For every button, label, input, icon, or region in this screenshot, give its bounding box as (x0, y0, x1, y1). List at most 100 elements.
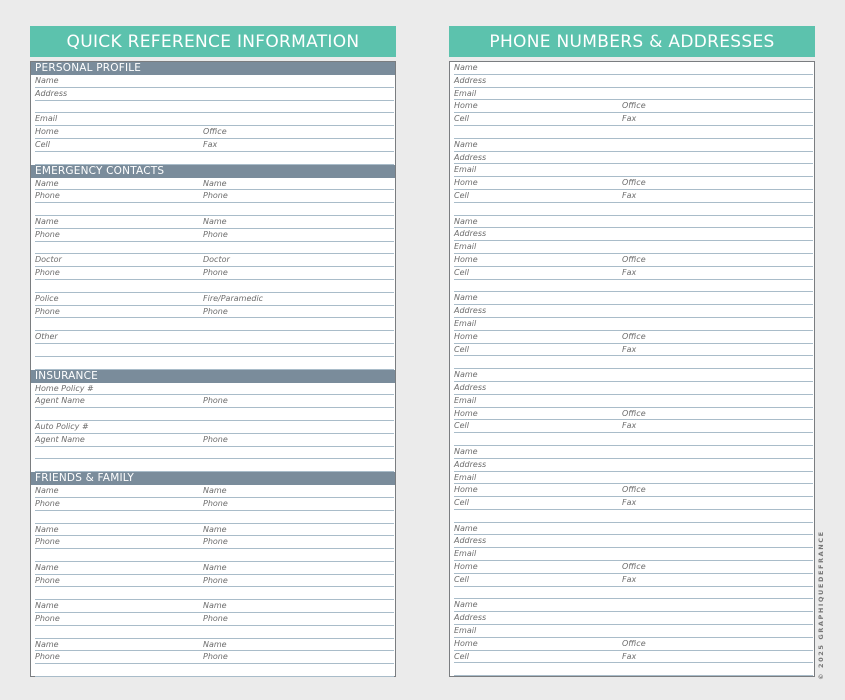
form-line[interactable]: Home Office (454, 100, 813, 114)
form-line[interactable] (35, 357, 394, 370)
form-line[interactable]: Name Name (35, 524, 394, 537)
form-line[interactable] (35, 626, 394, 639)
form-line[interactable]: Address (454, 228, 813, 242)
form-line[interactable]: Cell Fax (454, 344, 813, 357)
form-line[interactable]: Cell Fax (454, 190, 813, 203)
form-line[interactable] (35, 459, 394, 473)
form-line[interactable]: Phone Phone (35, 306, 394, 319)
form-line[interactable]: Email (454, 241, 813, 254)
form-line[interactable] (454, 587, 813, 600)
form-line[interactable]: Phone Phone (35, 575, 394, 588)
form-line[interactable] (35, 344, 394, 357)
form-line[interactable] (454, 433, 813, 446)
form-line[interactable] (35, 152, 394, 165)
form-line[interactable]: Cell Fax (454, 497, 813, 510)
form-line[interactable] (454, 203, 813, 216)
form-line[interactable]: Other (35, 331, 394, 344)
form-line[interactable]: Name (454, 523, 813, 536)
form-line[interactable] (35, 511, 394, 524)
form-line[interactable]: Phone Phone (35, 613, 394, 626)
form-line[interactable]: Name (454, 139, 813, 152)
form-line[interactable]: Name (454, 62, 813, 75)
form-line[interactable]: Address (35, 88, 394, 101)
form-line[interactable]: Address (454, 75, 813, 88)
form-line[interactable]: Name (454, 599, 813, 613)
form-line[interactable]: Name Name (35, 485, 394, 498)
form-line[interactable]: Email (35, 113, 394, 127)
form-line[interactable]: Name Name (35, 600, 394, 614)
form-line[interactable]: Email (454, 548, 813, 562)
form-line[interactable]: Home Office (454, 177, 813, 190)
form-line[interactable]: Email (454, 625, 813, 638)
form-line[interactable]: Phone Phone (35, 229, 394, 242)
form-line[interactable] (35, 447, 394, 460)
field-label: Email (454, 318, 477, 328)
form-line[interactable]: Name (454, 216, 813, 229)
form-line[interactable] (35, 280, 394, 293)
form-line[interactable]: Doctor Doctor (35, 254, 394, 268)
form-line[interactable] (454, 356, 813, 370)
form-line[interactable]: Name Name (35, 562, 394, 575)
form-line[interactable] (454, 663, 813, 677)
form-line[interactable] (35, 203, 394, 216)
form-line[interactable]: Home Office (454, 254, 813, 267)
form-line[interactable]: Home Office (454, 331, 813, 344)
form-line[interactable]: Address (454, 382, 813, 395)
form-line[interactable]: Email (454, 472, 813, 485)
form-line[interactable]: Phone Phone (35, 267, 394, 280)
form-line[interactable]: Agent Name Phone (35, 395, 394, 409)
form-line[interactable] (35, 408, 394, 421)
form-line[interactable]: Home Office (454, 561, 813, 574)
form-line[interactable] (454, 126, 813, 139)
form-line[interactable]: Address (454, 535, 813, 549)
form-line[interactable]: Home Policy # (35, 383, 394, 396)
form-line[interactable]: Home Office (35, 126, 394, 139)
form-line[interactable]: Email (454, 395, 813, 408)
form-line[interactable]: Address (454, 612, 813, 626)
form-line[interactable]: Address (454, 305, 813, 318)
form-line[interactable]: Auto Policy # (35, 421, 394, 434)
form-line[interactable]: Email (454, 88, 813, 101)
form-line[interactable]: Address (454, 459, 813, 472)
field-label: Phone (35, 268, 60, 278)
field-label: Office (622, 254, 646, 264)
form-line[interactable]: Cell Fax (454, 267, 813, 280)
form-line[interactable] (35, 242, 394, 255)
field-label: Phone (35, 229, 60, 239)
form-line[interactable]: Name (35, 75, 394, 88)
field-label: Cell (454, 498, 469, 508)
form-line[interactable]: Home Office (454, 484, 813, 498)
form-line[interactable] (35, 101, 394, 114)
form-line[interactable]: Home Office (454, 638, 813, 651)
form-line[interactable] (454, 280, 813, 293)
form-line[interactable]: Cell Fax (454, 420, 813, 434)
field-label: Name (454, 63, 478, 72)
form-line[interactable] (454, 510, 813, 523)
field-label: Cell (454, 267, 469, 277)
form-line[interactable]: Police Fire/Paramedic (35, 293, 394, 306)
form-line[interactable]: Phone Phone (35, 536, 394, 550)
form-line[interactable]: Phone Phone (35, 190, 394, 204)
form-line[interactable]: Cell Fax (35, 139, 394, 152)
form-line[interactable] (35, 664, 394, 678)
form-line[interactable]: Phone Phone (35, 498, 394, 511)
form-line[interactable] (35, 587, 394, 601)
form-line[interactable]: Agent Name Phone (35, 434, 394, 447)
form-line[interactable]: Name (454, 292, 813, 306)
form-line[interactable]: Email (454, 164, 813, 178)
form-line[interactable]: Email (454, 318, 813, 331)
form-line[interactable]: Address (454, 152, 813, 165)
form-line[interactable]: Cell Fax (454, 113, 813, 126)
form-line[interactable]: Name (454, 369, 813, 382)
form-line[interactable]: Name (454, 446, 813, 459)
form-line[interactable]: Name Name (35, 178, 394, 191)
form-line[interactable]: Home Office (454, 408, 813, 421)
form-line[interactable]: Phone Phone (35, 651, 394, 665)
form-line[interactable]: Name Name (35, 216, 394, 229)
form-line[interactable]: Cell Fax (454, 651, 813, 664)
form-line[interactable]: Cell Fax (454, 574, 813, 587)
form-line[interactable] (35, 549, 394, 562)
form-line[interactable] (35, 318, 394, 332)
field-label: Email (454, 242, 477, 252)
form-line[interactable]: Name Name (35, 639, 394, 652)
